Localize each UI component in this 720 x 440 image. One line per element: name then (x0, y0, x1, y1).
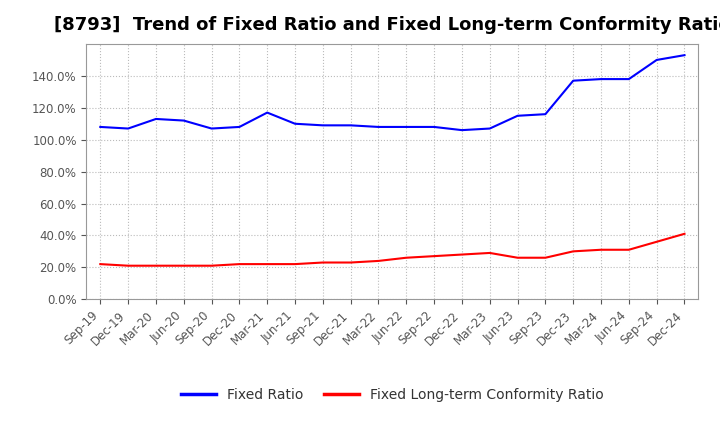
Fixed Long-term Conformity Ratio (402, 255, 410, 260)
Fixed Ratio (318, 123, 327, 128)
Fixed Ratio (179, 118, 188, 123)
Fixed Long-term Conformity Ratio (541, 255, 550, 260)
Fixed Ratio (624, 77, 633, 82)
Fixed Long-term Conformity Ratio (569, 249, 577, 254)
Fixed Ratio (124, 126, 132, 131)
Fixed Long-term Conformity Ratio (291, 261, 300, 267)
Fixed Ratio (235, 124, 243, 129)
Fixed Long-term Conformity Ratio (624, 247, 633, 253)
Fixed Ratio (96, 124, 104, 129)
Fixed Ratio (541, 111, 550, 117)
Fixed Ratio (152, 116, 161, 121)
Fixed Long-term Conformity Ratio (597, 247, 606, 253)
Fixed Ratio (680, 52, 689, 58)
Legend: Fixed Ratio, Fixed Long-term Conformity Ratio: Fixed Ratio, Fixed Long-term Conformity … (176, 383, 609, 408)
Line: Fixed Long-term Conformity Ratio: Fixed Long-term Conformity Ratio (100, 234, 685, 266)
Fixed Ratio (458, 128, 467, 133)
Fixed Long-term Conformity Ratio (430, 253, 438, 259)
Title: [8793]  Trend of Fixed Ratio and Fixed Long-term Conformity Ratio: [8793] Trend of Fixed Ratio and Fixed Lo… (54, 16, 720, 34)
Fixed Ratio (346, 123, 355, 128)
Fixed Long-term Conformity Ratio (680, 231, 689, 236)
Fixed Ratio (263, 110, 271, 115)
Fixed Long-term Conformity Ratio (374, 258, 383, 264)
Fixed Long-term Conformity Ratio (235, 261, 243, 267)
Fixed Ratio (569, 78, 577, 83)
Fixed Long-term Conformity Ratio (513, 255, 522, 260)
Fixed Long-term Conformity Ratio (318, 260, 327, 265)
Fixed Long-term Conformity Ratio (124, 263, 132, 268)
Fixed Long-term Conformity Ratio (179, 263, 188, 268)
Line: Fixed Ratio: Fixed Ratio (100, 55, 685, 130)
Fixed Long-term Conformity Ratio (96, 261, 104, 267)
Fixed Long-term Conformity Ratio (207, 263, 216, 268)
Fixed Ratio (402, 124, 410, 129)
Fixed Long-term Conformity Ratio (152, 263, 161, 268)
Fixed Ratio (291, 121, 300, 126)
Fixed Long-term Conformity Ratio (485, 250, 494, 256)
Fixed Ratio (513, 113, 522, 118)
Fixed Ratio (207, 126, 216, 131)
Fixed Ratio (485, 126, 494, 131)
Fixed Long-term Conformity Ratio (346, 260, 355, 265)
Fixed Long-term Conformity Ratio (458, 252, 467, 257)
Fixed Ratio (652, 57, 661, 62)
Fixed Long-term Conformity Ratio (263, 261, 271, 267)
Fixed Ratio (430, 124, 438, 129)
Fixed Ratio (597, 77, 606, 82)
Fixed Long-term Conformity Ratio (652, 239, 661, 245)
Fixed Ratio (374, 124, 383, 129)
